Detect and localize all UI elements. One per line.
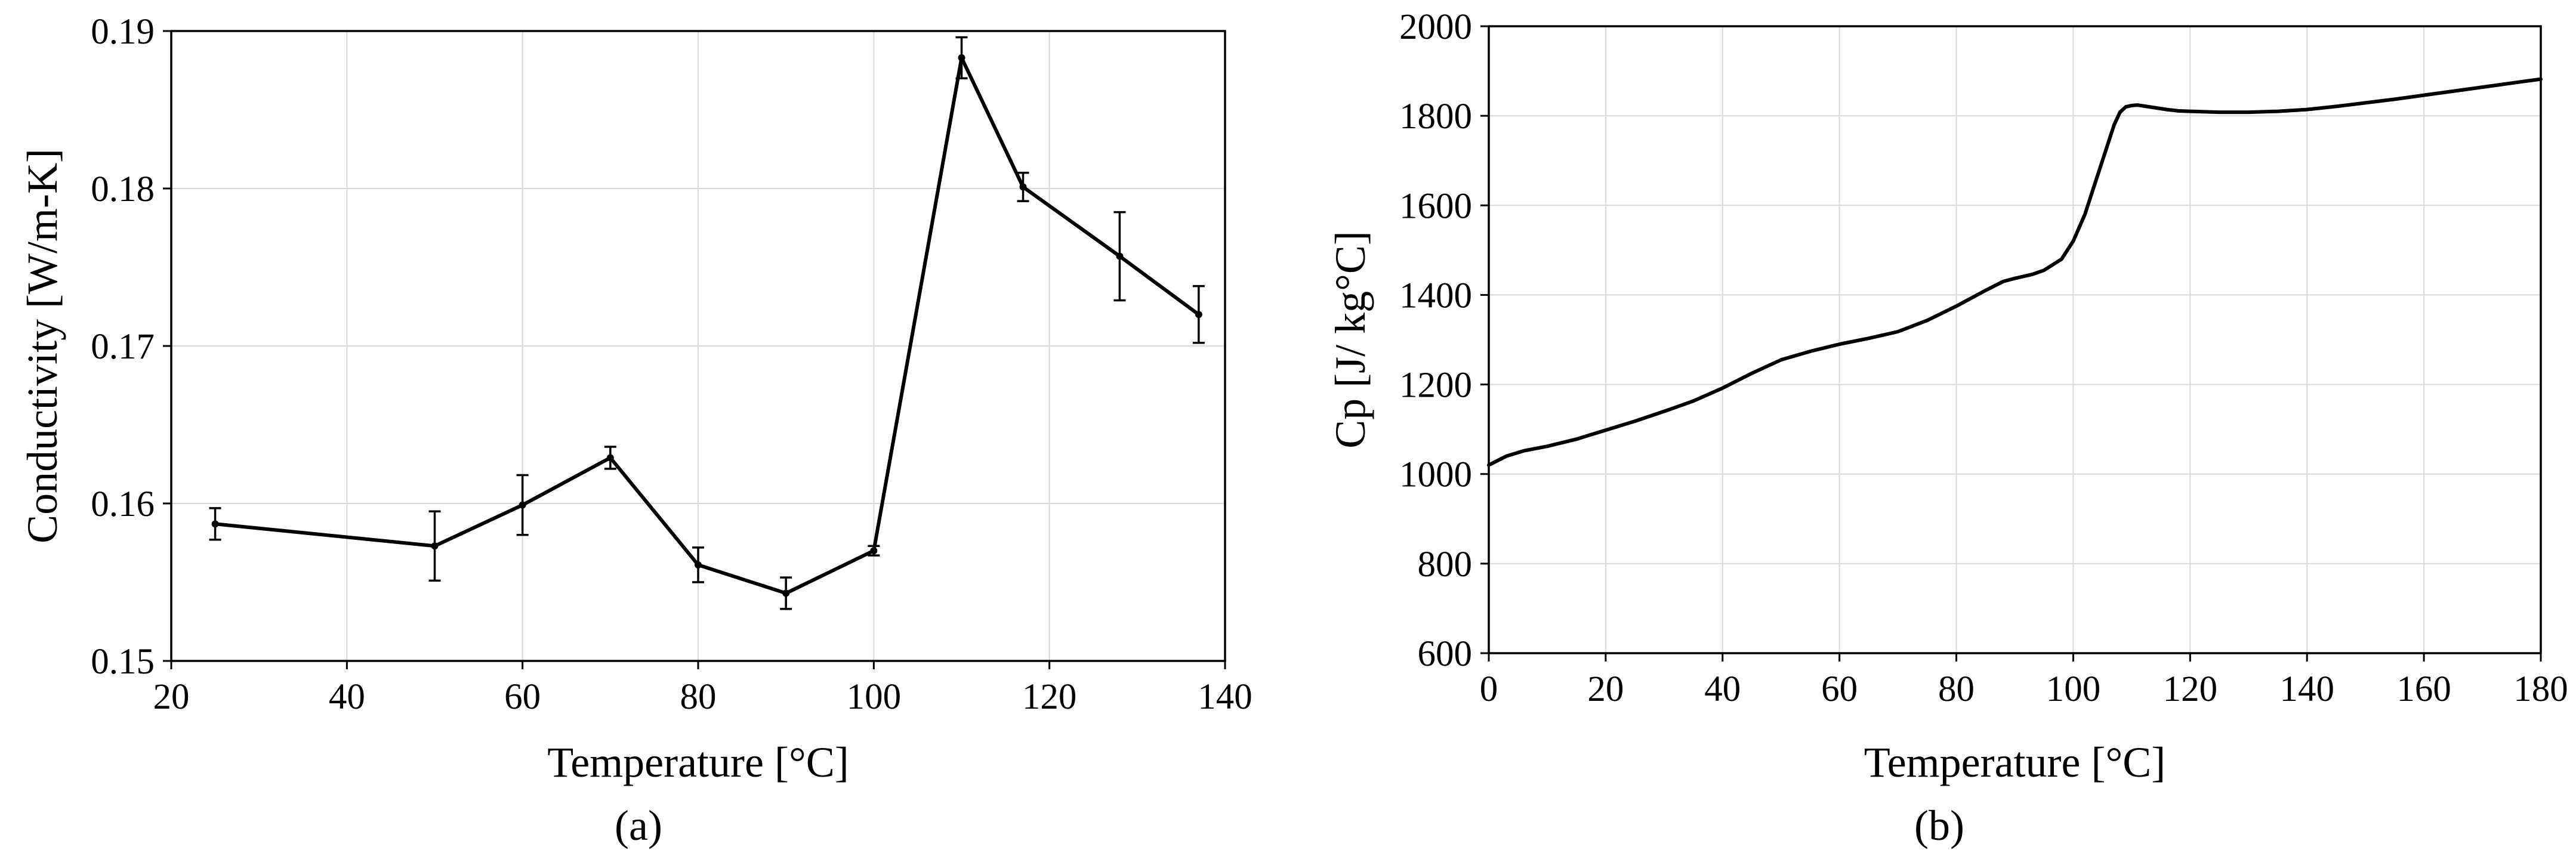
chart-b: 0 20 40 60 80 100 120 140 160 180 600 800 1000 1200 14… <box>1326 7 2568 849</box>
chart-b-y-tick-label: 2000 <box>1399 7 1472 47</box>
chart-b-y-tick-label: 1800 <box>1399 97 1472 137</box>
chart-a-x-tick-label: 60 <box>504 677 541 717</box>
chart-b-y-tick-label: 1600 <box>1399 186 1472 226</box>
chart-b-y-tick-label: 1000 <box>1399 455 1472 495</box>
chart-a-plot-frame <box>170 30 1226 662</box>
chart-a-x-tick-label: 100 <box>847 677 902 717</box>
chart-b-x-tick-label: 40 <box>1704 669 1741 709</box>
chart-b-x-tick-label: 100 <box>2046 669 2101 709</box>
chart-a-x-tick-label: 80 <box>680 677 717 717</box>
chart-a-data-point <box>1195 311 1202 319</box>
chart-a-y-axis-label: Conductivity [W/m-K] <box>18 149 66 543</box>
chart-b-ticks: 0 20 40 60 80 100 120 140 160 180 600 800 1000 1200 14… <box>1399 7 2568 709</box>
chart-b-plot-frame <box>1488 25 2542 654</box>
chart-a-series-line <box>213 55 1201 595</box>
chart-a: 20 40 60 80 100 120 140 0.15 0.16 0.17 0.18 0.19 Te… <box>18 12 1252 849</box>
chart-a-data-point <box>1019 183 1027 191</box>
chart-b-y-tick-label: 800 <box>1418 545 1473 585</box>
chart-a-x-tick-label: 120 <box>1022 677 1077 717</box>
chart-a-y-tick-label: 0.17 <box>91 327 155 367</box>
chart-a-data-point <box>519 501 526 509</box>
chart-a-x-tick-label: 140 <box>1198 677 1252 717</box>
chart-a-data-point <box>1116 252 1124 260</box>
chart-a-x-tick-label: 40 <box>329 677 365 717</box>
chart-a-data-point <box>958 54 965 61</box>
chart-b-grid <box>1488 26 2541 654</box>
chart-a-data-point <box>695 561 702 568</box>
chart-a-data-point <box>431 542 439 550</box>
chart-b-x-axis-label: Temperature [°C] <box>1864 738 2166 786</box>
chart-b-x-tick-label: 160 <box>2396 669 2451 709</box>
chart-b-x-tick-label: 140 <box>2279 669 2334 709</box>
chart-a-x-axis-label: Temperature [°C] <box>547 738 849 786</box>
chart-a-y-tick-label: 0.16 <box>91 484 155 524</box>
chart-b-x-tick-label: 60 <box>1821 669 1858 709</box>
chart-a-data-point <box>870 547 878 555</box>
chart-a-ticks: 20 40 60 80 100 120 140 0.15 0.16 0.17 0.18 0.19 <box>91 12 1252 717</box>
chart-a-data-point <box>211 520 219 528</box>
chart-b-series-line <box>1487 77 2543 467</box>
chart-b-y-axis-label: Cp [J/ kg°C] <box>1326 231 1374 449</box>
chart-b-series <box>1487 77 2543 467</box>
chart-a-x-tick-label: 20 <box>153 677 190 717</box>
chart-b-y-tick-label: 600 <box>1418 634 1473 674</box>
chart-b-x-tick-label: 0 <box>1480 669 1498 709</box>
chart-b-x-tick-label: 180 <box>2513 669 2568 709</box>
chart-a-y-tick-label: 0.18 <box>91 169 155 209</box>
chart-b-y-tick-label: 1200 <box>1399 366 1472 406</box>
chart-b-y-tick-label: 1400 <box>1399 276 1472 316</box>
chart-a-y-tick-label: 0.15 <box>91 642 155 682</box>
chart-a-data-point <box>606 454 614 462</box>
chart-a-y-tick-label: 0.19 <box>91 12 155 52</box>
chart-b-x-tick-label: 120 <box>2163 669 2218 709</box>
chart-a-series <box>209 36 1205 610</box>
chart-b-x-tick-label: 80 <box>1938 669 1975 709</box>
chart-a-panel-label: (a) <box>615 802 662 849</box>
chart-a-data-point <box>782 589 790 597</box>
chart-b-panel-label: (b) <box>1914 802 1964 849</box>
chart-b-x-tick-label: 20 <box>1587 669 1624 709</box>
